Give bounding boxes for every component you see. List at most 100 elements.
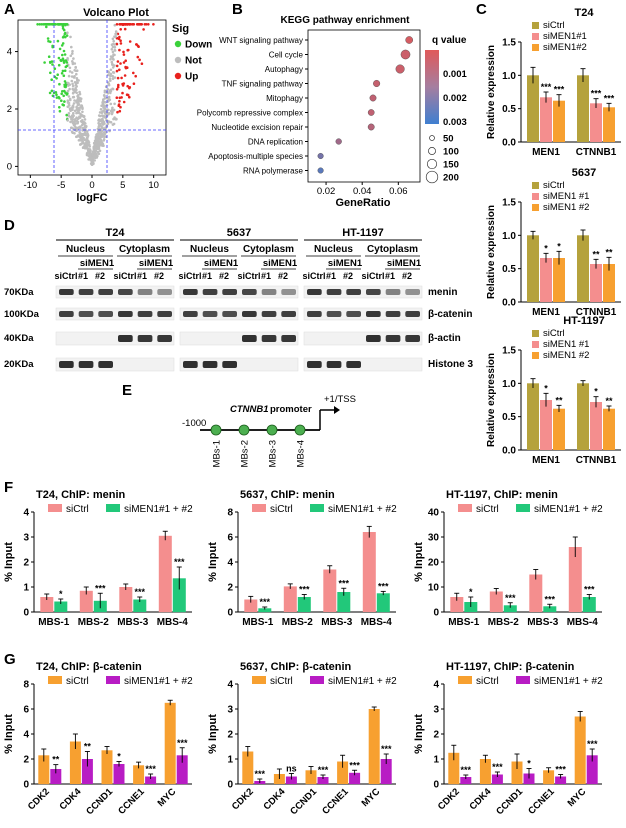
chip-chart-title: T24, ChIP: menin xyxy=(36,489,126,501)
blot-band xyxy=(242,335,257,342)
y-tick-label: 4 xyxy=(23,508,29,519)
volcano-point xyxy=(115,69,119,73)
chip-chart-title: T24, ChIP: β-catenin xyxy=(36,661,142,673)
volcano-point xyxy=(117,83,120,87)
kegg-colorbar-tick-label: 0.003 xyxy=(443,117,467,128)
volcano-point xyxy=(81,114,85,118)
volcano-point xyxy=(102,139,106,142)
bar xyxy=(362,532,376,612)
expression-chart-title: 5637 xyxy=(572,167,596,179)
volcano-x-tick-label: 5 xyxy=(120,180,125,191)
significance-label: *** xyxy=(587,739,598,749)
volcano-point xyxy=(57,56,61,60)
y-tick-label: 0 xyxy=(227,608,233,619)
volcano-point xyxy=(72,111,75,115)
volcano-point xyxy=(76,103,80,107)
y-tick-label: 0 xyxy=(433,780,439,791)
volcano-point xyxy=(94,144,97,148)
volcano-point xyxy=(113,116,116,119)
volcano-point xyxy=(65,113,68,117)
panel-letter-a: A xyxy=(4,1,15,18)
group-label: siMEN1 xyxy=(387,258,422,269)
volcano-point xyxy=(100,104,103,107)
volcano-point xyxy=(140,23,143,26)
volcano-point xyxy=(102,98,105,101)
volcano-point xyxy=(128,86,131,90)
volcano-point xyxy=(109,74,112,78)
blot-band xyxy=(78,289,94,295)
volcano-point xyxy=(42,23,45,26)
promoter-word: promoter xyxy=(270,404,312,415)
blot-band xyxy=(59,311,74,317)
legend-label-down: Down xyxy=(185,40,212,51)
volcano-point xyxy=(75,91,78,95)
legend-swatch-not xyxy=(174,56,182,64)
blot-band xyxy=(385,335,401,342)
volcano-point xyxy=(131,23,134,26)
volcano-point xyxy=(101,119,105,122)
kegg-pathway-label: DNA replication xyxy=(248,138,303,147)
legend-label-not: Not xyxy=(185,56,202,67)
volcano-point xyxy=(58,106,61,109)
kegg-pathway-label: TNF signaling pathway xyxy=(222,80,303,89)
blot-band xyxy=(281,311,296,317)
blot-band xyxy=(98,361,113,368)
volcano-point xyxy=(88,143,91,147)
volcano-point xyxy=(56,73,59,76)
volcano-legend: Down Not Up xyxy=(174,40,212,83)
volcano-point xyxy=(74,122,77,126)
bar xyxy=(590,402,602,450)
significance-label: *** xyxy=(544,594,555,604)
volcano-point xyxy=(109,102,113,106)
x-tick-label: MEN1 xyxy=(532,455,560,466)
legend-swatch xyxy=(106,504,120,512)
chip-chart-title: 5637, ChIP: β-catenin xyxy=(240,661,352,673)
volcano-x-tick-label: 0 xyxy=(89,180,94,191)
volcano-point xyxy=(94,149,98,153)
x-tick-label: MBS-4 xyxy=(361,617,393,628)
bar xyxy=(119,587,133,612)
group-label: siMEN1 xyxy=(80,258,115,269)
volcano-point xyxy=(65,23,68,26)
bar xyxy=(113,764,125,784)
volcano-point xyxy=(61,69,65,73)
volcano-points xyxy=(36,23,155,166)
x-tick-label: CTNNB1 xyxy=(576,455,617,466)
bar xyxy=(577,75,589,142)
legend-label: siCtrl xyxy=(476,676,499,687)
volcano-point xyxy=(110,60,114,64)
volcano-point xyxy=(81,146,85,149)
volcano-point xyxy=(71,61,75,65)
significance-label: *** xyxy=(381,744,392,754)
volcano-point xyxy=(56,39,60,43)
bar xyxy=(489,591,503,612)
volcano-point xyxy=(97,119,100,122)
legend-swatch xyxy=(532,22,539,29)
volcano-point xyxy=(132,71,135,75)
legend-swatch xyxy=(458,504,472,512)
volcano-point xyxy=(50,78,53,81)
volcano-point xyxy=(71,108,74,112)
volcano-point xyxy=(111,63,114,66)
volcano-point xyxy=(87,148,91,152)
significance-label: ** xyxy=(592,249,600,259)
volcano-point xyxy=(103,110,107,114)
volcano-point xyxy=(113,35,116,38)
volcano-point xyxy=(112,58,115,61)
volcano-point xyxy=(85,138,88,141)
binding-site-label: MBs-1 xyxy=(212,440,223,467)
x-tick-label: CDK4 xyxy=(467,786,494,813)
blot-band xyxy=(346,311,361,317)
bar xyxy=(242,751,254,784)
chip-ylabel: % Input xyxy=(3,714,15,754)
volcano-point xyxy=(115,88,119,91)
kegg-size-label: 100 xyxy=(443,147,459,158)
bar xyxy=(172,578,186,613)
bar xyxy=(133,599,147,612)
legend-label: siCtrl xyxy=(476,504,499,515)
kegg-x-tick-label: 0.06 xyxy=(389,186,408,197)
y-tick-label: 0 xyxy=(23,780,29,791)
volcano-point xyxy=(143,23,147,26)
bar xyxy=(603,107,615,142)
volcano-point xyxy=(76,110,80,113)
